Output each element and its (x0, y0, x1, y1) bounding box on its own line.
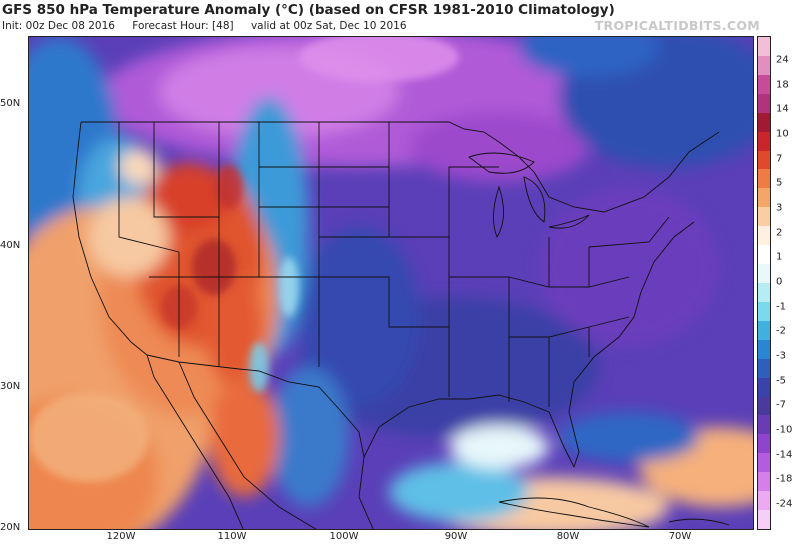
colorbar-segment (758, 55, 770, 75)
colorbar-segment (758, 226, 770, 246)
colorbar-label: 14 (776, 103, 789, 115)
boundaries (72, 121, 730, 529)
colorbar-segment (758, 131, 770, 151)
lat-label-50n: 50N (0, 98, 21, 109)
colorbar-label: -5 (776, 375, 786, 387)
colorbar-label: 18 (776, 79, 789, 91)
colorbar-segment (758, 396, 770, 416)
colorbar-segment (758, 188, 770, 208)
colorbar-segment (758, 510, 770, 529)
site-credit: TROPICALTIDBITS.COM (594, 18, 760, 33)
colorbar-label: -7 (776, 399, 786, 411)
colorbar-segment (758, 301, 770, 321)
colorbar-segment (758, 112, 770, 132)
forecast-hour: Forecast Hour: [48] (132, 20, 234, 32)
colorbar-segment (758, 264, 770, 283)
colorbar-label: -14 (776, 449, 793, 461)
anomaly-detail (29, 37, 459, 482)
colorbar-label: 0 (776, 276, 783, 288)
colorbar-segment (758, 282, 770, 302)
lat-label-20n: 20N (0, 522, 21, 533)
colorbar-label: -1 (776, 301, 786, 313)
lon-label-120w: 120W (106, 531, 136, 542)
colorbar-segment (758, 434, 770, 454)
lat-label-30n: 30N (0, 381, 21, 392)
lon-label-70w: 70W (668, 531, 692, 542)
colorbar-label: 3 (776, 202, 783, 214)
colorbar-segment (758, 377, 770, 397)
lon-label-90w: 90W (444, 531, 468, 542)
colorbar-segment (758, 491, 770, 511)
anomaly-field (29, 37, 753, 529)
lon-label-80w: 80W (556, 531, 580, 542)
init-time: Init: 00z Dec 08 2016 (2, 20, 115, 32)
colorbar-label: -24 (776, 498, 793, 510)
map-title: GFS 850 hPa Temperature Anomaly (°C) (ba… (2, 2, 615, 18)
map-canvas (29, 37, 753, 529)
colorbar-label: 24 (776, 54, 789, 66)
anomaly-map (28, 36, 754, 530)
colorbar-segment (758, 93, 770, 113)
map-subtitle: Init: 00z Dec 08 2016 Forecast Hour: [48… (2, 20, 421, 32)
colorbar-segment (758, 245, 770, 265)
colorbar-segment (758, 339, 770, 359)
valid-time: valid at 00z Sat, Dec 10 2016 (250, 20, 407, 32)
colorbar-segment (758, 74, 770, 94)
colorbar-label: -3 (776, 350, 786, 362)
colorbar-segment (758, 150, 770, 170)
colorbar-segment (758, 453, 770, 473)
colorbar-label: -2 (776, 325, 786, 337)
colorbar-label: 2 (776, 227, 783, 239)
lon-label-110w: 110W (217, 531, 247, 542)
colorbar (757, 36, 771, 530)
colorbar-label: -10 (776, 424, 793, 436)
colorbar-segment (758, 169, 770, 189)
lon-label-100w: 100W (329, 531, 359, 542)
colorbar-segment (758, 358, 770, 378)
colorbar-label: 10 (776, 128, 789, 140)
colorbar-label: -18 (776, 473, 793, 485)
lat-label-40n: 40N (0, 240, 21, 251)
colorbar-label: 7 (776, 153, 783, 165)
colorbar-label: 1 (776, 251, 783, 263)
colorbar-segment (758, 320, 770, 340)
colorbar-label: 5 (776, 177, 783, 189)
colorbar-segment (758, 472, 770, 492)
colorbar-segment (758, 207, 770, 227)
colorbar-segment (758, 37, 770, 56)
colorbar-segment (758, 415, 770, 435)
